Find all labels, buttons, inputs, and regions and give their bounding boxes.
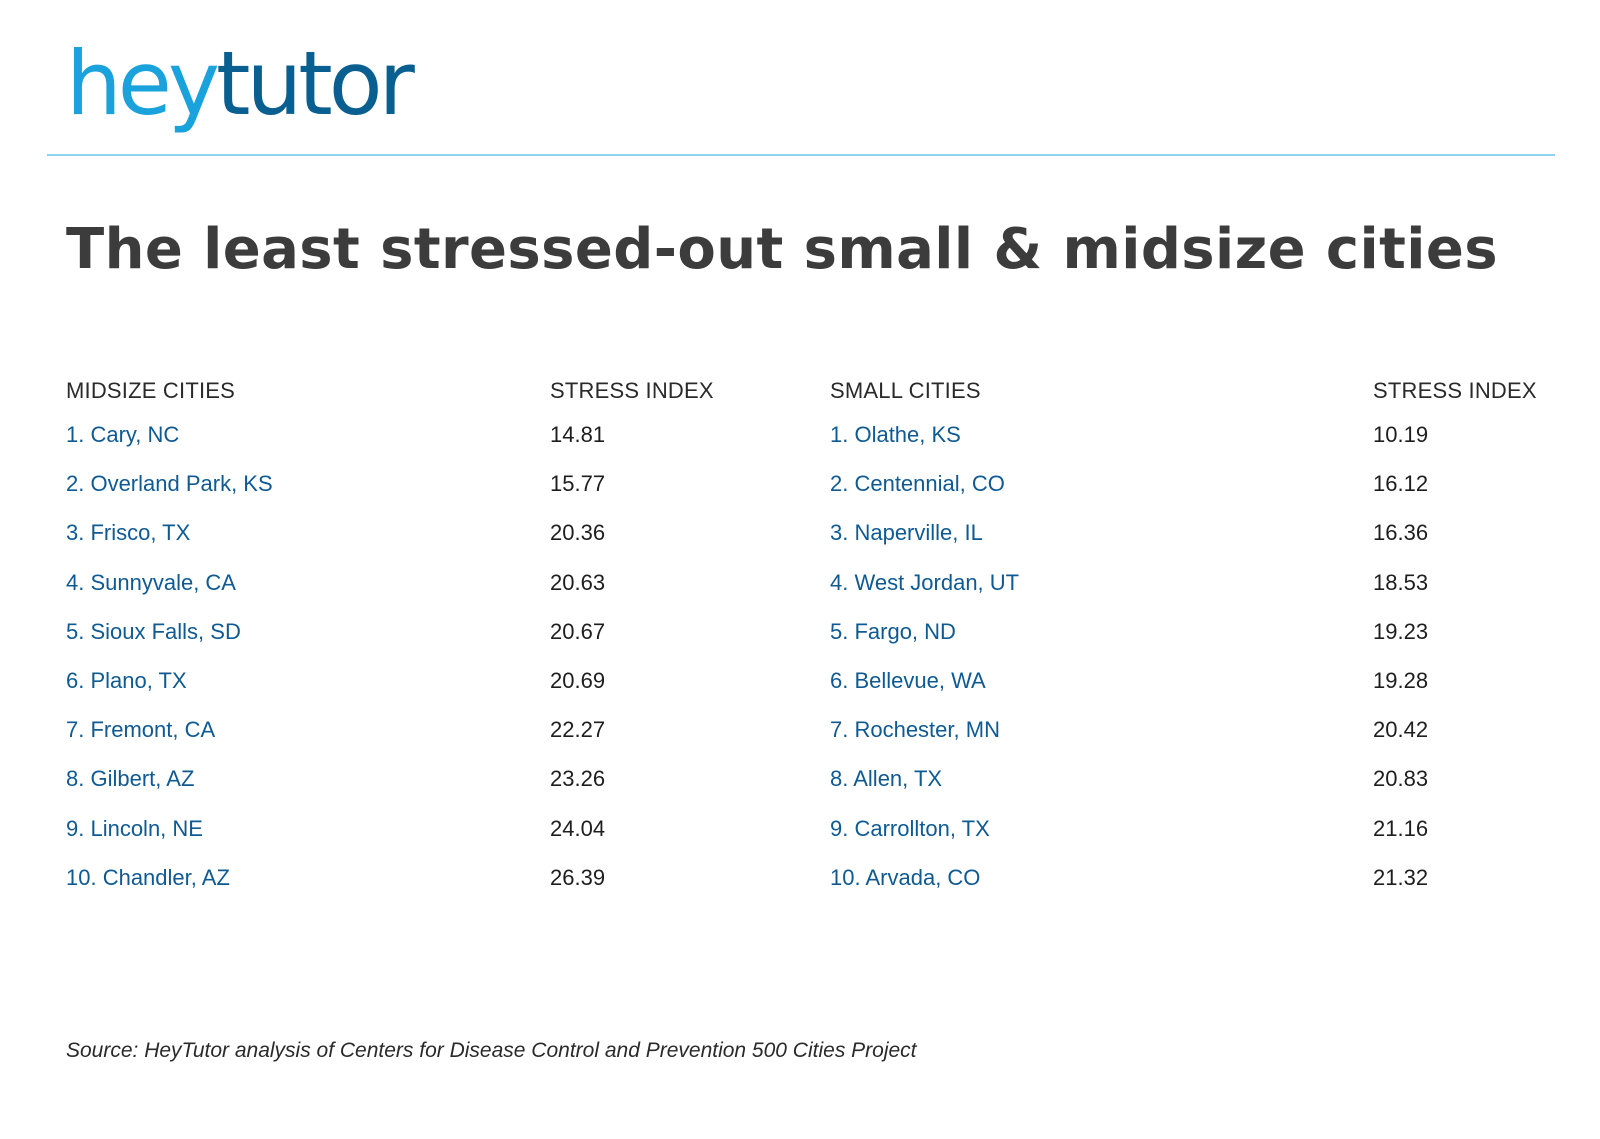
stress-index-value: 26.39	[550, 864, 606, 890]
table-row: 3. Frisco, TX 20.36	[66, 520, 786, 569]
stress-index-value: 22.27	[550, 717, 606, 743]
table-row: 10. Arvada, CO 21.32	[830, 865, 1550, 914]
city-name: 10. Chandler, AZ	[66, 864, 230, 890]
table-rows: 1. Cary, NC 14.81 2. Overland Park, KS 15.7…	[66, 422, 786, 914]
table-row: 10. Chandler, AZ 26.39	[66, 865, 786, 914]
table-header: MIDSIZE CITIES STRESS INDEX	[66, 378, 786, 422]
table-row: 5. Fargo, ND 19.23	[830, 619, 1550, 668]
table-header: SMALL CITIES STRESS INDEX	[830, 378, 1550, 422]
city-name: 10. Arvada, CO	[830, 864, 981, 890]
stress-index-value: 21.16	[1373, 815, 1429, 841]
logo-hey: hey	[66, 32, 220, 135]
city-name: 2. Centennial, CO	[830, 471, 1005, 497]
table-row: 8. Allen, TX 20.83	[830, 766, 1550, 815]
heytutor-logo: heytutor	[66, 40, 415, 128]
column-header-cities: MIDSIZE CITIES	[66, 378, 236, 403]
city-name: 1. Olathe, KS	[830, 422, 961, 447]
city-name: 1. Cary, NC	[66, 422, 180, 447]
city-name: 9. Lincoln, NE	[66, 815, 203, 841]
table-rows: 1. Olathe, KS 10.19 2. Centennial, CO 16.12…	[830, 422, 1550, 914]
table-row: 2. Centennial, CO 16.12	[830, 471, 1550, 520]
stress-index-value: 20.36	[550, 520, 606, 546]
header-divider	[47, 154, 1555, 156]
stress-index-value: 14.81	[550, 422, 606, 447]
table-row: 2. Overland Park, KS 15.77	[66, 471, 786, 520]
table-row: 3. Naperville, IL 16.36	[830, 520, 1550, 569]
stress-index-value: 19.23	[1373, 618, 1429, 644]
city-name: 7. Fremont, CA	[66, 717, 216, 743]
table-row: 1. Cary, NC 14.81	[66, 422, 786, 471]
city-name: 9. Carrollton, TX	[830, 815, 990, 841]
logo-tutor: tutor	[216, 32, 415, 135]
stress-index-value: 20.67	[550, 618, 606, 644]
stress-index-value: 20.83	[1373, 766, 1429, 792]
city-name: 8. Gilbert, AZ	[66, 766, 195, 792]
city-name: 3. Naperville, IL	[830, 520, 983, 546]
stress-index-value: 20.63	[550, 569, 606, 595]
city-name: 4. West Jordan, UT	[830, 569, 1020, 595]
city-name: 2. Overland Park, KS	[66, 471, 273, 497]
city-name: 5. Fargo, ND	[830, 618, 956, 644]
city-name: 5. Sioux Falls, SD	[66, 618, 241, 644]
stress-index-value: 15.77	[550, 471, 606, 497]
city-name: 6. Plano, TX	[66, 667, 187, 693]
stress-index-value: 16.36	[1373, 520, 1429, 546]
midsize-cities-table: MIDSIZE CITIES STRESS INDEX 1. Cary, NC 1…	[66, 378, 786, 914]
small-cities-table: SMALL CITIES STRESS INDEX 1. Olathe, KS 1…	[830, 378, 1550, 914]
city-name: 7. Rochester, MN	[830, 717, 1000, 743]
stress-index-value: 10.19	[1373, 422, 1429, 447]
stress-index-value: 20.69	[550, 667, 606, 693]
city-name: 3. Frisco, TX	[66, 520, 191, 546]
column-header-stress-index: STRESS INDEX	[1373, 378, 1537, 403]
table-row: 9. Carrollton, TX 21.16	[830, 816, 1550, 865]
column-header-cities: SMALL CITIES	[830, 378, 981, 403]
city-name: 8. Allen, TX	[830, 766, 943, 792]
table-row: 1. Olathe, KS 10.19	[830, 422, 1550, 471]
stress-index-value: 24.04	[550, 815, 606, 841]
source-note: Source: HeyTutor analysis of Centers for…	[66, 1039, 917, 1062]
table-row: 4. West Jordan, UT 18.53	[830, 570, 1550, 619]
table-row: 8. Gilbert, AZ 23.26	[66, 766, 786, 815]
table-row: 4. Sunnyvale, CA 20.63	[66, 570, 786, 619]
table-row: 6. Bellevue, WA 19.28	[830, 668, 1550, 717]
table-row: 6. Plano, TX 20.69	[66, 668, 786, 717]
column-header-stress-index: STRESS INDEX	[550, 378, 714, 403]
stress-index-value: 16.12	[1373, 471, 1429, 497]
stress-index-value: 23.26	[550, 766, 606, 792]
city-name: 6. Bellevue, WA	[830, 667, 986, 693]
table-row: 7. Rochester, MN 20.42	[830, 717, 1550, 766]
stress-index-value: 21.32	[1373, 864, 1429, 890]
table-row: 7. Fremont, CA 22.27	[66, 717, 786, 766]
city-name: 4. Sunnyvale, CA	[66, 569, 236, 595]
stress-index-value: 20.42	[1373, 717, 1429, 743]
table-row: 9. Lincoln, NE 24.04	[66, 816, 786, 865]
page-title: The least stressed-out small & midsize c…	[66, 217, 1498, 282]
stress-index-value: 19.28	[1373, 667, 1429, 693]
stress-index-value: 18.53	[1373, 569, 1429, 595]
table-row: 5. Sioux Falls, SD 20.67	[66, 619, 786, 668]
